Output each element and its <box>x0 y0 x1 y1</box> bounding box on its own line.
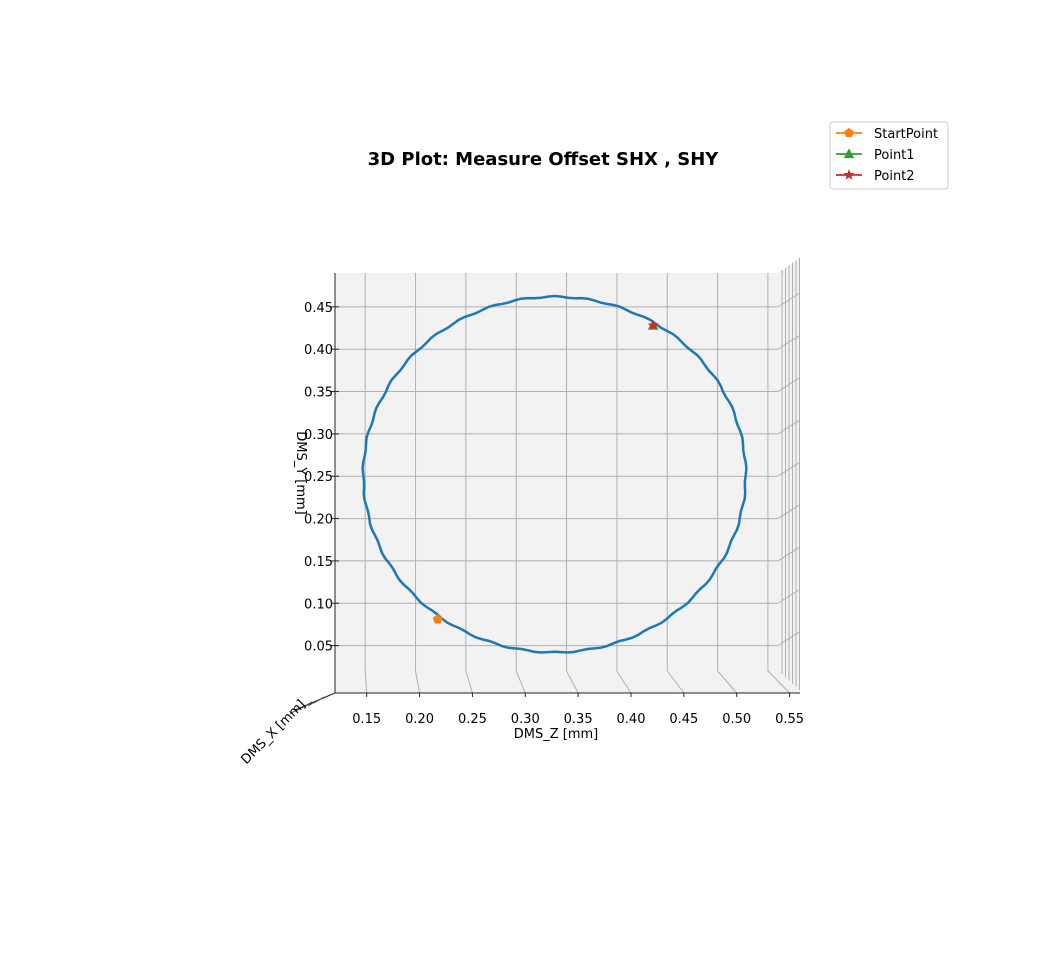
z-axis-title: DMS_X [mm] <box>238 697 308 767</box>
z-axis-ticks <box>289 692 336 715</box>
x-floor-gridline <box>717 670 738 694</box>
back-pane <box>335 273 778 671</box>
y-tick-label: 0.30 <box>304 428 333 443</box>
y-ticks: 0.05 0.10 0.15 0.20 0.25 0.30 0.35 0.40 0.45 <box>304 301 339 655</box>
x-floor-gridline <box>666 670 685 694</box>
x-floor-gridline <box>364 670 368 694</box>
y-tick-label: 0.35 <box>304 386 333 401</box>
legend-marker <box>843 169 855 180</box>
legend-label: Point1 <box>874 148 915 163</box>
legend-label: StartPoint <box>874 127 938 142</box>
y-tick-label: 0.10 <box>304 597 333 612</box>
x-axis-title: DMS_Z [mm] <box>514 727 599 742</box>
x-tick-label: 0.25 <box>458 712 487 727</box>
y-tick-label: 0.25 <box>304 470 333 485</box>
x-ticks: 0.15 0.20 0.25 0.30 0.35 0.40 0.45 0.50 0.55 <box>352 693 804 727</box>
floor-pane <box>335 671 800 693</box>
y-tick-label: 0.45 <box>304 301 333 316</box>
legend: StartPoint Point1 Point2 <box>829 121 949 190</box>
plot-area: 0.15 0.20 0.25 0.30 0.35 0.40 0.45 0.50 0.55 0.0… <box>289 258 804 727</box>
chart-title: 3D Plot: Measure Offset SHX , SHY <box>368 149 720 170</box>
legend-marker <box>843 148 855 159</box>
y-axis-title: DMS_Y [mm] <box>293 431 308 515</box>
x-floor-gridline <box>616 670 632 694</box>
x-tick-label: 0.50 <box>722 712 751 727</box>
x-floor-gridline <box>465 670 473 694</box>
x-floor-gridline <box>515 670 526 694</box>
x-tick-label: 0.20 <box>405 712 434 727</box>
y-tick-label: 0.20 <box>304 513 333 528</box>
x-tick-label: 0.35 <box>564 712 593 727</box>
y-tick-label: 0.40 <box>304 343 333 358</box>
x-tick-label: 0.45 <box>669 712 698 727</box>
marker-startpoint <box>432 614 443 624</box>
series-markers <box>432 319 659 624</box>
legend-label: Point2 <box>874 169 915 184</box>
legend-marker <box>844 127 854 138</box>
x-floor-gridline <box>767 670 790 694</box>
y-tick-label: 0.05 <box>304 640 333 655</box>
x-tick-label: 0.40 <box>617 712 646 727</box>
x-floor-gridline <box>415 670 421 694</box>
x-floor-gridline <box>566 670 579 694</box>
grid-layer <box>335 258 801 694</box>
legend-box <box>829 121 949 190</box>
x-tick-label: 0.55 <box>775 712 804 727</box>
y-tick-label: 0.15 <box>304 555 333 570</box>
series-line-main <box>361 294 748 654</box>
x-tick-label: 0.15 <box>352 712 381 727</box>
marker-point2 <box>647 319 659 331</box>
x-tick-label: 0.30 <box>511 712 540 727</box>
